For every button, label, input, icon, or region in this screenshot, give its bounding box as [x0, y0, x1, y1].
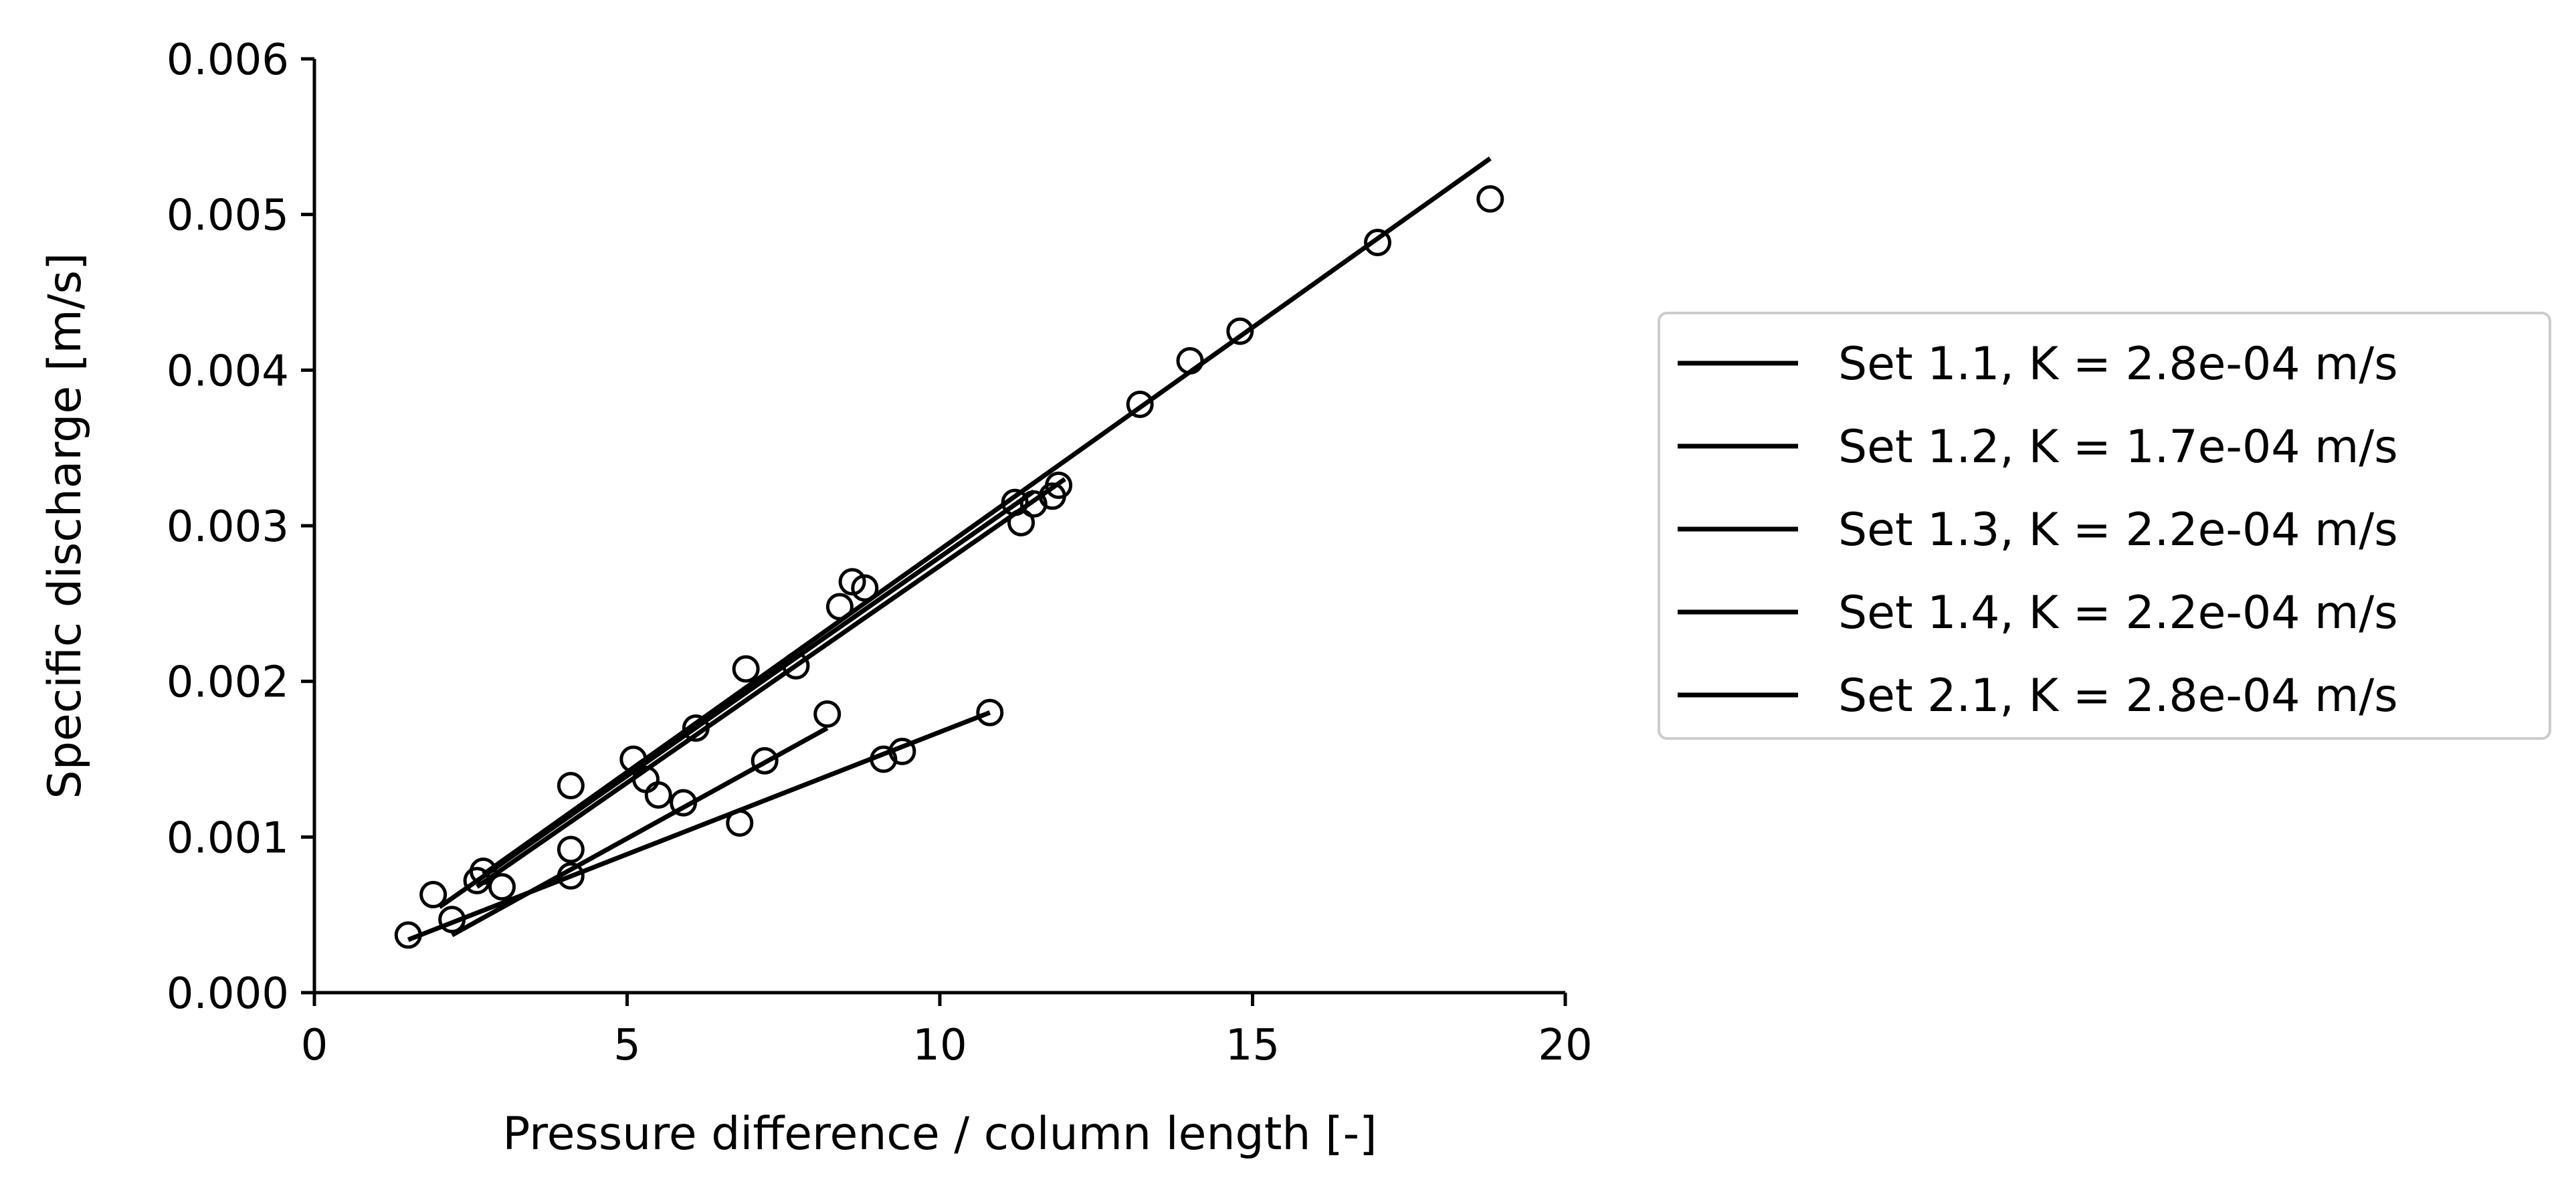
- series-1: [469, 157, 1504, 886]
- fit-line: [476, 477, 1066, 889]
- x-tick-label: 15: [1225, 1021, 1280, 1070]
- data-point: [1001, 488, 1029, 516]
- data-point: [813, 700, 841, 728]
- series-4: [419, 472, 1073, 909]
- x-tick-label: 10: [912, 1021, 967, 1070]
- legend-label: Set 1.4, K = 2.2e-04 m/s: [1838, 587, 2398, 639]
- data-point: [488, 873, 516, 901]
- legend-label: Set 1.3, K = 2.2e-04 m/s: [1838, 504, 2398, 557]
- y-tick-label: 0.005: [167, 191, 289, 241]
- fit-line: [482, 157, 1492, 877]
- x-tick-label: 20: [1538, 1021, 1592, 1070]
- plot-area: [394, 157, 1504, 949]
- x-ticks: 0 5 10 15 20: [301, 993, 1593, 1070]
- y-tick-label: 0.002: [167, 658, 289, 708]
- data-point: [557, 835, 585, 864]
- data-point: [1045, 472, 1073, 500]
- y-axis-label: Specific discharge [m/s]: [39, 253, 92, 799]
- legend-entries: Set 1.1, K = 2.8e-04 m/s Set 1.2, K = 1.7…: [1678, 338, 2398, 722]
- legend: Set 1.1, K = 2.8e-04 m/s Set 1.2, K = 1.7…: [1658, 312, 2551, 740]
- x-tick-label: 5: [613, 1021, 641, 1070]
- data-point: [438, 906, 466, 934]
- data-point: [557, 772, 585, 800]
- data-point: [463, 866, 491, 894]
- y-tick-label: 0.004: [167, 346, 289, 396]
- fit-line: [407, 710, 991, 942]
- data-point: [732, 655, 760, 683]
- legend-label: Set 1.2, K = 1.7e-04 m/s: [1838, 421, 2398, 474]
- data-point: [1364, 229, 1391, 257]
- axes: [312, 59, 1565, 995]
- y-ticks: 0.000 0.001 0.002 0.003 0.004 0.005 0.006: [167, 35, 314, 1019]
- legend-label: Set 2.1, K = 2.8e-04 m/s: [1838, 670, 2398, 722]
- fit-line: [437, 489, 1035, 909]
- data-point: [888, 737, 916, 765]
- x-tick-label: 0: [301, 1021, 328, 1070]
- x-axis-label: Pressure difference / column length [-]: [502, 1108, 1377, 1161]
- data-point: [838, 568, 866, 596]
- data-point: [1226, 317, 1254, 345]
- series-5: [463, 477, 1066, 894]
- data-point: [1126, 391, 1154, 419]
- data-point: [619, 745, 648, 773]
- y-tick-label: 0.000: [167, 969, 289, 1019]
- y-tick-label: 0.006: [167, 35, 289, 85]
- legend-label: Set 1.1, K = 2.8e-04 m/s: [1838, 338, 2398, 391]
- data-point: [1019, 490, 1048, 518]
- data-point: [851, 574, 879, 602]
- data-point: [751, 746, 779, 775]
- data-point: [976, 698, 1004, 726]
- data-point: [394, 921, 422, 949]
- series-2: [394, 698, 1004, 949]
- fit-line: [451, 726, 829, 937]
- series-3: [438, 700, 841, 937]
- data-point: [825, 593, 854, 621]
- data-point: [1176, 346, 1204, 375]
- y-tick-label: 0.003: [167, 502, 289, 552]
- data-point: [726, 809, 754, 837]
- data-point: [1476, 185, 1504, 213]
- legend-frame: [1658, 312, 2551, 740]
- data-point: [670, 789, 698, 817]
- data-point: [870, 745, 898, 773]
- data-point: [419, 880, 448, 908]
- y-tick-label: 0.001: [167, 813, 289, 863]
- data-point: [644, 781, 672, 809]
- data-point: [782, 652, 810, 680]
